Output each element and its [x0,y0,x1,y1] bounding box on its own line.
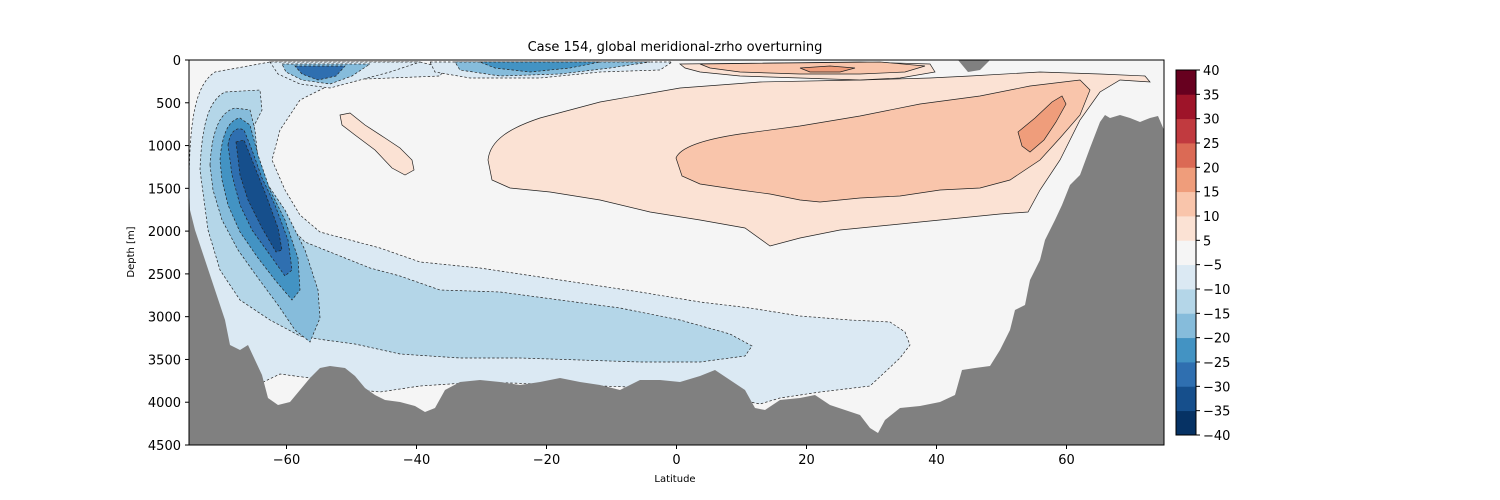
colorbar-tick-label: 25 [1203,137,1220,152]
colorbar-tick-label: −5 [1203,259,1222,274]
colorbar-tick-label: −10 [1203,283,1230,298]
y-tick-label: 2500 [148,268,181,283]
y-tick-label: 2000 [148,225,181,240]
colorbar-swatch [1176,313,1196,339]
y-tick-label: 0 [173,54,181,69]
colorbar-swatch [1176,216,1196,241]
x-tick-label: 40 [928,453,945,468]
colorbar-swatch [1176,264,1196,290]
x-axis: −60 −40 −20 0 20 40 60 [273,445,1075,468]
overturning-contour-minus10 [199,89,753,363]
colorbar-swatch [1176,337,1196,363]
colorbar-frame [1175,69,1197,436]
colorbar-swatch [1176,118,1196,144]
colorbar-tick-label: −35 [1203,405,1230,420]
overturning-contour-plus5-isolated [339,112,415,176]
y-tick-label: 1500 [148,182,181,197]
overturning-contour-plus15 [1017,95,1067,153]
x-tick-label: −40 [403,453,430,468]
colorbar-tick-label: 15 [1203,186,1220,201]
colorbar-swatch [1176,289,1196,314]
colorbar-tick-label: 5 [1203,234,1211,249]
colorbar-swatch [1176,240,1196,266]
colorbar-tick-label: −20 [1203,332,1230,347]
surface-cell-tropic-inner [479,61,601,73]
colorbar: −40 −35 −30 −25 −20 −15 −10 −5 5 10 15 20 25 30 35 40 [1175,64,1230,444]
colorbar-swatch [1176,70,1196,95]
overturning-contour-minus30 [235,139,283,253]
colorbar-tick-label: 35 [1203,88,1220,103]
colorbar-tick-label: 10 [1203,210,1220,225]
colorbar-tick-label: 40 [1203,64,1220,79]
colorbar-swatch [1176,167,1196,193]
surface-cell-south-inner [294,65,346,81]
colorbar-tick-label: −25 [1203,356,1230,371]
x-tick-label: 20 [798,453,815,468]
colorbar-tick-label: 20 [1203,161,1220,176]
y-tick-label: 4500 [148,439,181,454]
x-tick-label: 0 [672,453,680,468]
colorbar-tick-label: −30 [1203,380,1230,395]
colorbar-tick-label: −40 [1203,429,1230,444]
y-axis: 0 500 1000 1500 2000 2500 3000 3500 4000 4500 [148,54,189,454]
overturning-contour-plus10 [675,79,1091,203]
colorbar-swatch [1176,143,1196,168]
colorbar-swatch [1176,191,1196,217]
bathymetry-land [189,115,1164,445]
x-tick-label: −20 [533,453,560,468]
x-tick-label: −60 [273,453,300,468]
colorbar-swatch [1176,386,1196,412]
colorbar-swatch [1176,94,1196,120]
bathymetry-land-small [958,60,990,72]
colorbar-tick-label: −15 [1203,307,1230,322]
x-tick-label: 60 [1058,453,1075,468]
colorbar-tick-label: 30 [1203,113,1220,128]
y-tick-label: 4000 [148,396,181,411]
chart-title: Case 154, global meridional-zrho overtur… [528,40,823,55]
y-tick-label: 500 [156,97,181,112]
y-tick-label: 3000 [148,311,181,326]
y-tick-label: 1000 [148,140,181,155]
plot-area [189,60,1164,445]
x-axis-label: Latitude [654,474,695,485]
colorbar-swatch [1176,362,1196,387]
overturning-contour-plus15-surface [799,65,856,73]
y-axis-label: Depth [m] [126,226,137,277]
colorbar-swatch [1176,410,1196,436]
y-tick-label: 3500 [148,353,181,368]
